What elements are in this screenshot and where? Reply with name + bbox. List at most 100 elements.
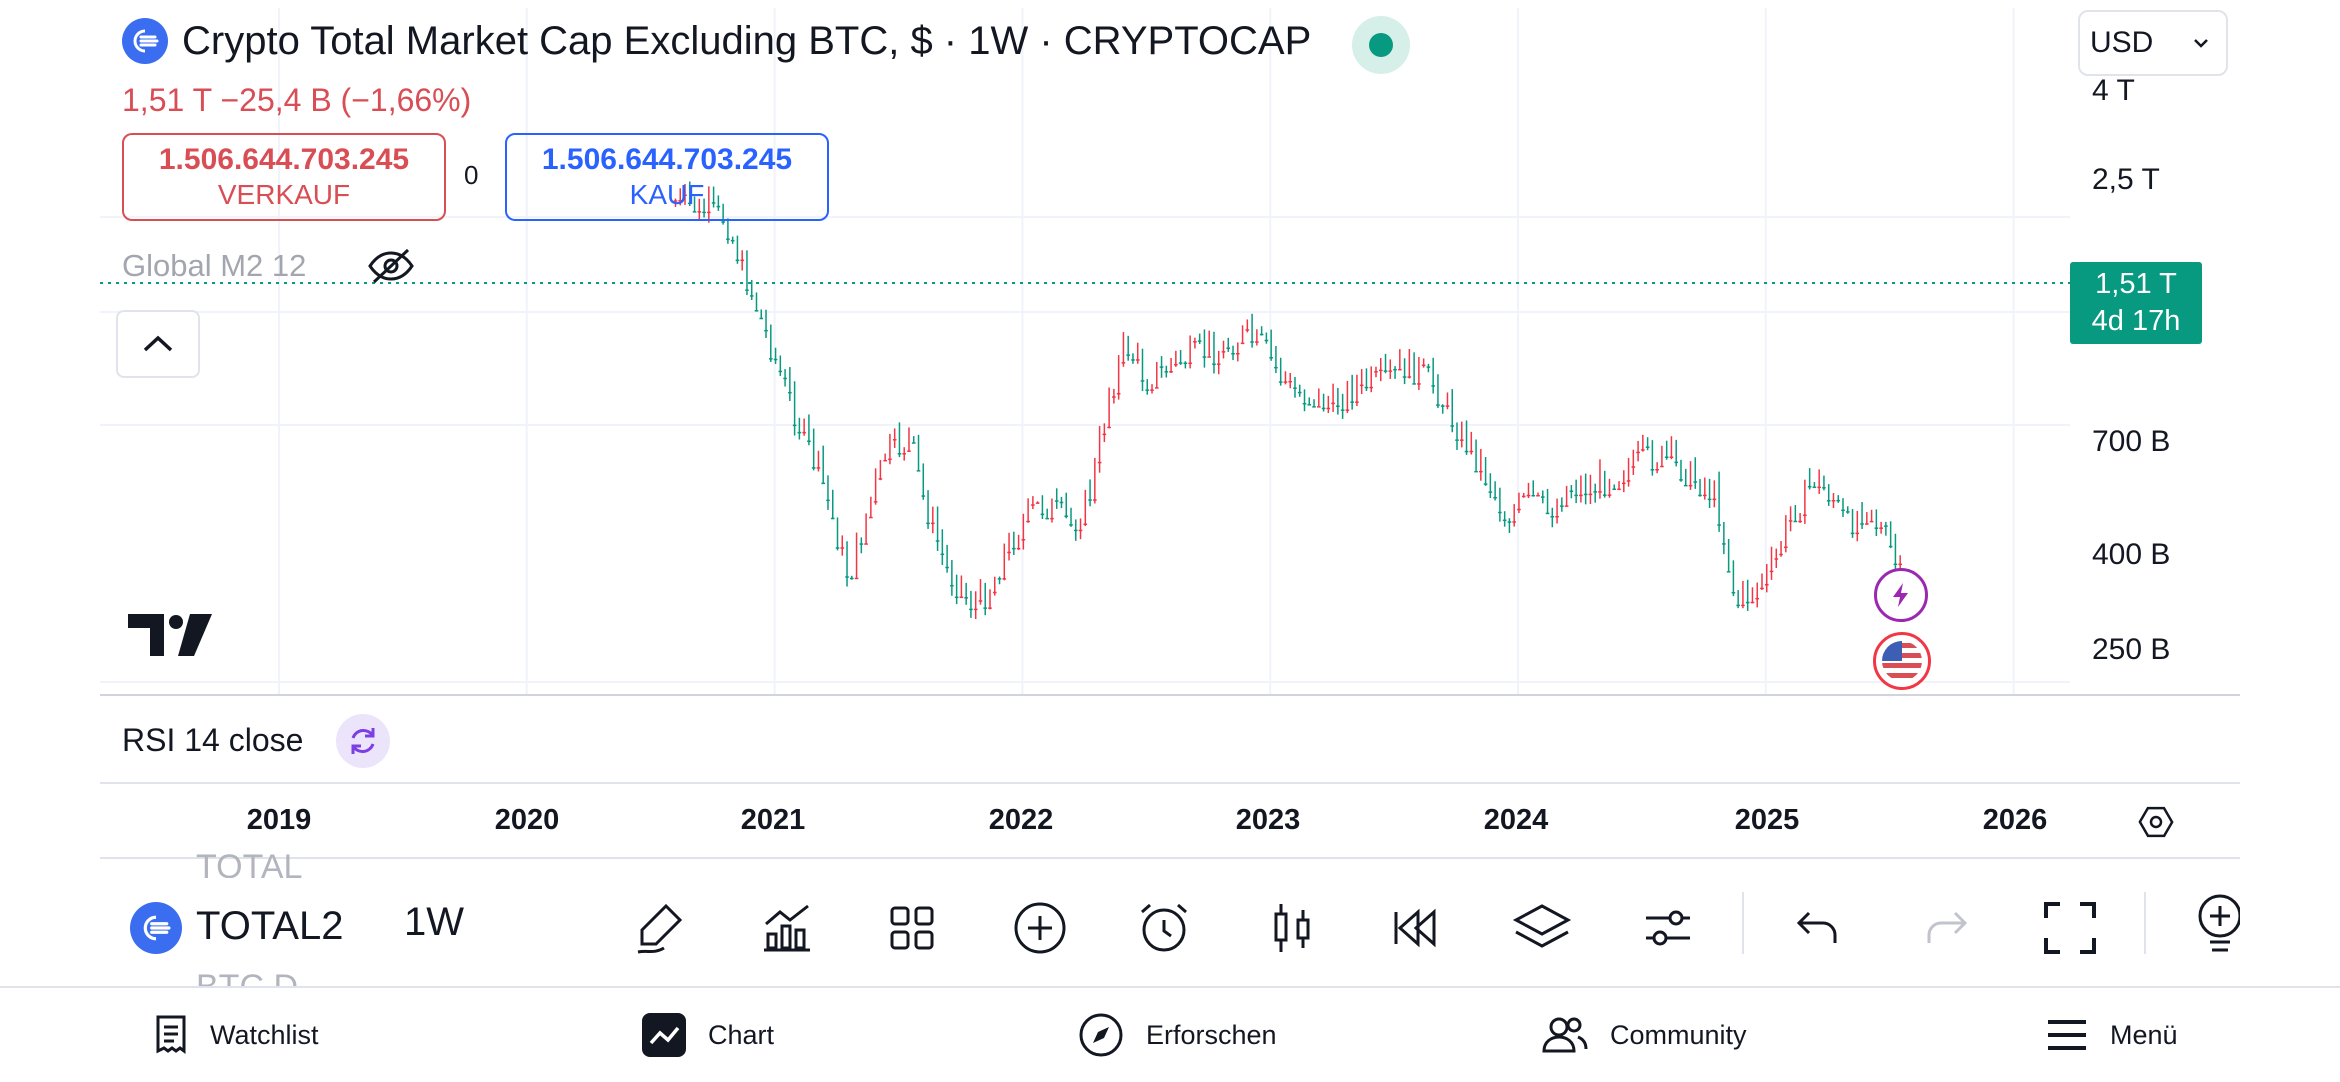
candle-body xyxy=(1812,486,1817,489)
candle-body xyxy=(1150,389,1154,391)
layout-grid-icon[interactable] xyxy=(874,890,950,966)
hexagon-settings-icon[interactable] xyxy=(2136,802,2176,847)
candle-body xyxy=(1283,381,1288,383)
nav-chart-label: Chart xyxy=(708,1019,775,1050)
price-change: 1,51 T −25,4 B (−1,66%) xyxy=(122,82,472,118)
candle-body xyxy=(859,543,864,545)
candle-body xyxy=(1479,470,1483,473)
nav-community[interactable]: Community xyxy=(1542,988,1747,1082)
lightning-event-icon[interactable] xyxy=(1874,568,1928,622)
candle-body xyxy=(1350,401,1354,403)
buy-price: 1.506.644.703.245 xyxy=(541,143,793,176)
candle-body xyxy=(940,553,945,556)
candle-body xyxy=(1483,483,1488,485)
candle-body xyxy=(792,424,797,427)
candle-body xyxy=(783,377,787,380)
time-tick: 2021 xyxy=(740,804,806,836)
nav-watchlist[interactable]: Watchlist xyxy=(154,988,319,1082)
nav-explore[interactable]: Erforschen xyxy=(1078,988,1277,1082)
buy-button[interactable]: 1.506.644.703.245 KAUF xyxy=(505,133,829,221)
market-status-icon[interactable] xyxy=(1352,16,1410,74)
candle-body xyxy=(1288,380,1293,383)
candle-body xyxy=(1216,363,1221,365)
candle-body xyxy=(1235,352,1240,355)
candle-body xyxy=(1674,461,1679,464)
collapse-legend-button[interactable] xyxy=(116,310,200,378)
us-flag-event-icon[interactable] xyxy=(1873,632,1931,690)
candle-body xyxy=(1683,484,1688,487)
eye-off-icon[interactable] xyxy=(366,246,416,291)
candle-body xyxy=(807,440,811,442)
add-plus-icon[interactable] xyxy=(1002,890,1078,966)
redo-icon[interactable] xyxy=(1908,890,1984,966)
candle-body xyxy=(1374,371,1378,373)
candle-body xyxy=(950,584,954,587)
price-tick: 2,5 T xyxy=(2092,163,2160,196)
settings-sliders-icon[interactable] xyxy=(1630,890,1706,966)
chart-grid xyxy=(100,8,2070,694)
candle-body xyxy=(992,591,997,594)
candle-body xyxy=(1526,494,1531,497)
sell-price: 1.506.644.703.245 xyxy=(158,143,410,176)
compass-icon xyxy=(1079,1013,1123,1057)
nav-chart[interactable]: Chart xyxy=(642,988,774,1082)
chart-header[interactable]: Crypto Total Market Cap Excluding BTC, $… xyxy=(122,18,1311,64)
candle-body xyxy=(1865,523,1869,525)
candle-body xyxy=(1579,494,1583,497)
nav-menu[interactable]: Menü xyxy=(2046,988,2178,1082)
alarm-clock-icon[interactable] xyxy=(1126,890,1202,966)
candle-body xyxy=(1493,496,1497,499)
candle-type-icon[interactable] xyxy=(1254,890,1330,966)
candle-body xyxy=(1135,359,1140,361)
tradingview-logo[interactable] xyxy=(128,614,212,663)
candle-body xyxy=(1736,604,1740,607)
rsi-indicator-label[interactable]: RSI 14 close xyxy=(122,722,304,758)
symbol-title[interactable]: Crypto Total Market Cap Excluding BTC, $… xyxy=(182,18,1312,63)
hamburger-menu-icon xyxy=(2048,1020,2086,1050)
replay-rewind-icon[interactable] xyxy=(1378,890,1454,966)
candle-body xyxy=(1378,369,1383,372)
candle-body xyxy=(1359,384,1364,387)
candle-body xyxy=(892,439,897,441)
candle-body xyxy=(1317,406,1321,408)
candle-body xyxy=(721,221,725,223)
candle-body xyxy=(1259,333,1264,336)
candle-body xyxy=(969,608,973,611)
candlestick-chart[interactable] xyxy=(0,0,2340,700)
candle-body xyxy=(1540,496,1545,498)
candle-body xyxy=(730,239,735,242)
symbol-prev[interactable]: TOTAL xyxy=(196,848,303,878)
symbol-next[interactable]: BTC.D xyxy=(196,968,298,986)
fullscreen-icon[interactable] xyxy=(2032,890,2108,966)
candle-body xyxy=(1660,465,1664,468)
candle-body xyxy=(1836,499,1841,502)
candle-body xyxy=(1703,494,1707,497)
ideas-lightbulb-icon[interactable] xyxy=(2190,892,2240,958)
market-open-dot xyxy=(1369,33,1393,57)
sell-button[interactable]: 1.506.644.703.245 VERKAUF xyxy=(122,133,446,221)
candle-body xyxy=(1059,501,1064,504)
interval-select[interactable]: 1W xyxy=(404,900,464,944)
candle-body xyxy=(1669,456,1674,458)
candle-body xyxy=(835,547,840,549)
candle-body xyxy=(1269,357,1273,359)
community-icon xyxy=(1542,1017,1588,1053)
candle-body xyxy=(1183,362,1188,365)
candle-body xyxy=(1169,371,1173,373)
pane-divider xyxy=(100,782,2240,784)
candle-body xyxy=(1755,597,1760,600)
candle-body xyxy=(802,431,806,434)
candle-body xyxy=(1741,604,1745,607)
drawing-pen-icon[interactable] xyxy=(622,890,698,966)
axis-divider xyxy=(100,857,2240,859)
indicator-legend-m2[interactable]: Global M2 12 xyxy=(122,248,307,283)
currency-select[interactable]: USD xyxy=(2078,10,2228,76)
candle-body xyxy=(997,578,1002,580)
indicators-icon[interactable] xyxy=(748,890,824,966)
refresh-icon[interactable] xyxy=(336,714,390,768)
undo-icon[interactable] xyxy=(1780,890,1856,966)
symbol-current[interactable]: TOTAL2 xyxy=(196,904,344,948)
chart-area[interactable] xyxy=(0,0,2340,700)
candle-body xyxy=(1369,386,1374,389)
layers-icon[interactable] xyxy=(1504,890,1580,966)
